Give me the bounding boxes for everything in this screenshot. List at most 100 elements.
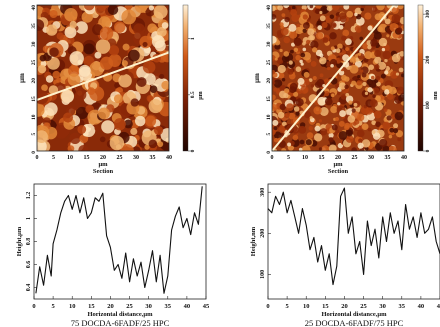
x-tick-label: 30 [368, 155, 374, 161]
x-tick-label: 40 [401, 155, 407, 161]
y-tick-label: 1.2 [26, 192, 32, 200]
x-tick-label: 40 [418, 303, 425, 310]
y-tick-label: 300 [260, 188, 266, 197]
x-tick-label: 30 [379, 303, 386, 310]
profile-chart-1: 0 5 10 15 20 25 30 35 40 45 0.4 0.6 0.8 1 1.2 Horizonta… [16, 183, 210, 327]
x-tick-label: 25 [117, 155, 123, 161]
plot-frame [267, 183, 440, 300]
y-tick-label: 15 [31, 96, 37, 102]
x-tick-label: 0 [271, 155, 274, 161]
y-tick-label: 10 [31, 114, 37, 120]
profile-series-line [35, 186, 203, 294]
colorbar-tick-label: 1 [190, 37, 196, 40]
y-tick-label: 0.4 [26, 284, 32, 292]
x-tick-label: 20 [341, 303, 348, 310]
section-line [271, 4, 395, 152]
colorbar-tick-label: 0 [425, 149, 431, 152]
y-tick-label: 200 [260, 229, 266, 238]
y-tick-label: 40 [266, 5, 272, 11]
x-tick-label: 15 [84, 155, 90, 161]
afm-frame [271, 4, 405, 152]
y-axis-label: Height,nm [250, 226, 257, 256]
x-tick-label: 25 [360, 303, 367, 310]
x-tick-label: 45 [437, 303, 440, 310]
colorbar [182, 4, 189, 152]
x-tick-label: 15 [322, 303, 329, 310]
y-tick-label: 10 [266, 114, 272, 120]
y-tick-label: 0.6 [26, 261, 32, 269]
y-tick-label: 35 [266, 23, 272, 29]
x-tick-label: 40 [184, 303, 191, 310]
x-axis-label: μm [333, 161, 343, 168]
colorbar-tick-label: 100 [425, 101, 431, 110]
x-axis-label: Horizontal distance,μm [321, 311, 387, 318]
y-tick-label: 25 [266, 60, 272, 66]
y-axis-label: Height,μm [16, 226, 23, 256]
x-tick-label: 35 [165, 303, 172, 310]
y-tick-label: 5 [266, 133, 272, 136]
y-axis-label: μm [18, 73, 26, 83]
x-tick-label: 10 [302, 155, 308, 161]
x-tick-label: 15 [88, 303, 95, 310]
x-tick-label: 40 [166, 155, 172, 161]
y-axis-label: μm [253, 73, 261, 83]
x-tick-label: 10 [69, 303, 76, 310]
afm-grains [37, 5, 169, 151]
colorbar-tick-label: 200 [425, 55, 431, 64]
y-tick-label: 35 [31, 23, 37, 29]
y-tick-label: 5 [31, 133, 37, 136]
colorbar-tick-label: 300 [425, 10, 431, 19]
y-tick-label: 20 [31, 78, 37, 84]
x-tick-label: 30 [133, 155, 139, 161]
colorbar-unit: μm [198, 91, 204, 99]
x-tick-label: 35 [385, 155, 391, 161]
y-tick-label: 15 [266, 96, 272, 102]
x-tick-label: 10 [303, 303, 310, 310]
x-tick-label: 0 [266, 303, 269, 310]
sample-caption: 75 DOCDA-6FADF/25 HPC [71, 318, 170, 327]
x-tick-label: 5 [51, 303, 55, 310]
y-tick-label: 40 [31, 5, 37, 11]
x-tick-label: 0 [36, 155, 39, 161]
y-tick-label: 0.8 [26, 238, 32, 246]
x-tick-label: 20 [107, 303, 114, 310]
x-tick-label: 10 [67, 155, 73, 161]
afm-grains [272, 5, 404, 151]
profile-chart-2: 0 5 10 15 20 25 30 35 40 45 100 200 300 Horizontal di… [250, 183, 440, 327]
x-axis-label: μm [98, 161, 108, 168]
colorbar-unit: nm [433, 91, 439, 99]
y-tick-label: 100 [260, 270, 266, 279]
y-tick-label: 30 [266, 41, 272, 47]
section-line [36, 51, 170, 101]
x-tick-label: 35 [399, 303, 406, 310]
x-tick-label: 5 [285, 303, 289, 310]
y-tick-label: 1 [26, 217, 32, 220]
x-tick-label: 0 [32, 303, 35, 310]
x-tick-label: 20 [335, 155, 341, 161]
plot-frame [33, 183, 207, 300]
x-tick-label: 25 [352, 155, 358, 161]
x-tick-label: 15 [319, 155, 325, 161]
profile-series-line [267, 187, 440, 286]
x-axis-label: Horizontal distance,μm [87, 311, 153, 318]
y-tick-label: 20 [266, 78, 272, 84]
y-tick-label: 30 [31, 41, 37, 47]
x-tick-label: 20 [100, 155, 106, 161]
x-tick-label: 25 [126, 303, 133, 310]
sample-caption: 25 DOCDA-6FADF/75 HPC [305, 318, 404, 327]
section-label: Section [328, 168, 349, 175]
y-tick-label: 0 [266, 151, 272, 154]
afm-frame [36, 4, 170, 152]
y-tick-label: 25 [31, 60, 37, 66]
x-tick-label: 35 [150, 155, 156, 161]
colorbar [417, 4, 424, 152]
section-label: Section [93, 168, 114, 175]
x-tick-label: 30 [145, 303, 152, 310]
colorbar-tick-label: 0.5 [190, 91, 196, 98]
y-tick-label: 0 [31, 151, 37, 154]
x-tick-label: 5 [287, 155, 290, 161]
x-tick-label: 45 [203, 303, 210, 310]
